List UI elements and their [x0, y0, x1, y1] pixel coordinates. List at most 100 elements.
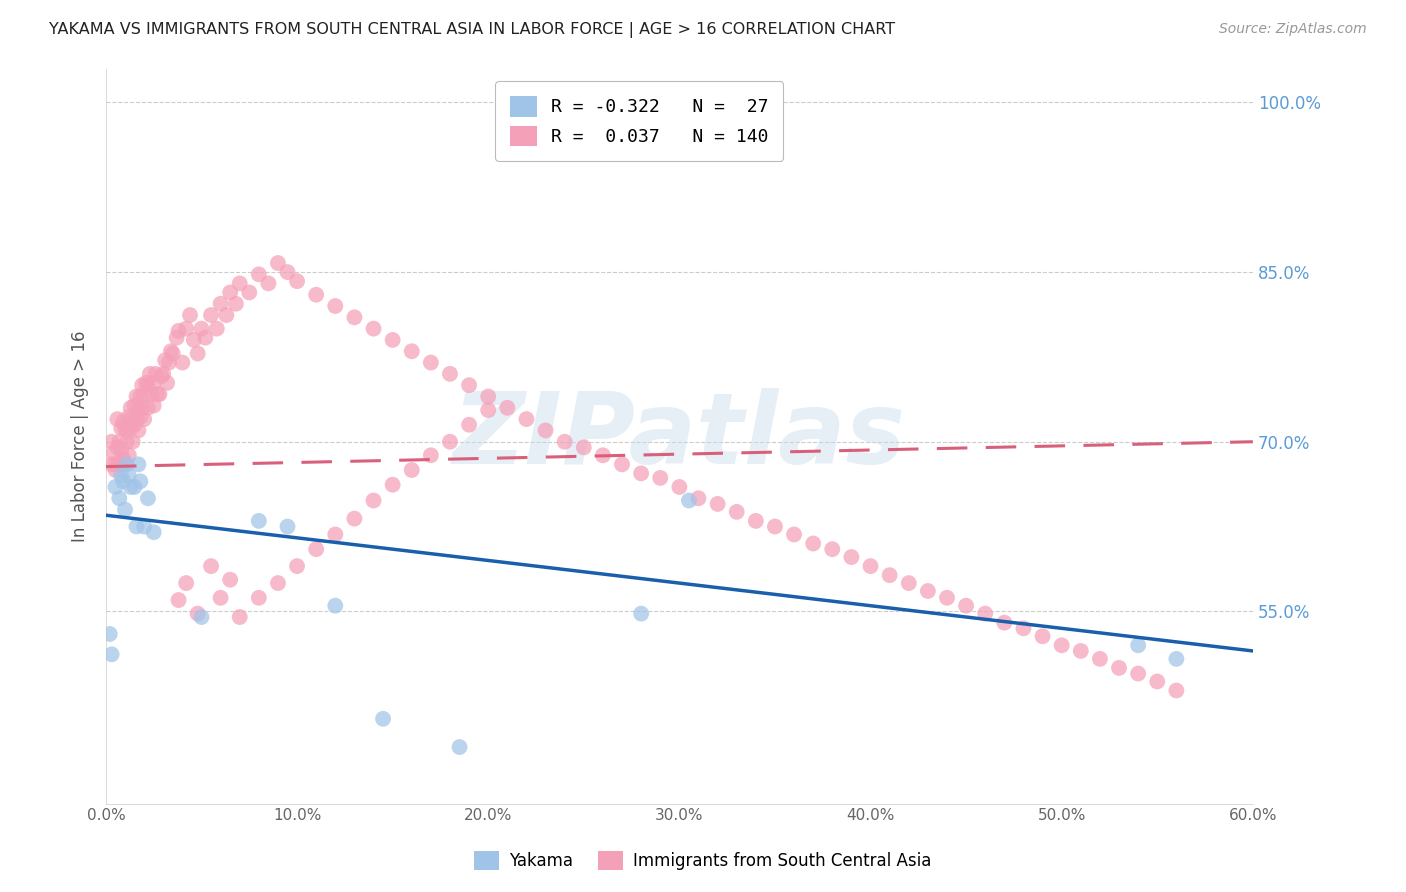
Point [936, 591, 959, 605]
Point [136, 401, 159, 415]
Point [419, 448, 441, 462]
Point [323, 527, 346, 541]
Point [179, 308, 201, 322]
Point [131, 378, 153, 392]
Point [610, 458, 633, 472]
Point [112, 451, 135, 466]
Point [127, 401, 149, 415]
Point [136, 491, 159, 506]
Point [114, 458, 136, 472]
Point [110, 421, 132, 435]
Point [125, 519, 148, 533]
Point [419, 355, 441, 369]
Point [152, 367, 174, 381]
Point [477, 389, 499, 403]
Point [108, 491, 131, 506]
Point [879, 568, 901, 582]
Point [205, 321, 228, 335]
Point [153, 353, 176, 368]
Point [955, 599, 977, 613]
Point [209, 297, 232, 311]
Y-axis label: In Labor Force | Age > 16: In Labor Force | Age > 16 [72, 330, 89, 541]
Point [108, 434, 131, 449]
Point [1088, 652, 1111, 666]
Point [381, 477, 404, 491]
Point [129, 389, 152, 403]
Point [136, 378, 159, 392]
Point [534, 424, 557, 438]
Point [371, 712, 394, 726]
Point [515, 412, 537, 426]
Point [129, 475, 152, 489]
Point [105, 412, 128, 426]
Point [458, 417, 481, 432]
Point [1108, 661, 1130, 675]
Point [112, 475, 135, 489]
Point [172, 355, 194, 369]
Point [167, 324, 190, 338]
Point [134, 412, 156, 426]
Legend: R = -0.322   N =  27, R =  0.037   N = 140: R = -0.322 N = 27, R = 0.037 N = 140 [495, 81, 783, 161]
Point [115, 434, 138, 449]
Point [572, 441, 595, 455]
Point [200, 559, 222, 574]
Point [124, 480, 146, 494]
Point [103, 446, 125, 460]
Point [108, 458, 131, 472]
Point [1070, 644, 1092, 658]
Point [141, 387, 163, 401]
Point [121, 412, 143, 426]
Point [993, 615, 1015, 630]
Point [134, 387, 156, 401]
Point [174, 321, 197, 335]
Point [247, 268, 270, 282]
Point [142, 399, 165, 413]
Point [1146, 674, 1168, 689]
Point [104, 458, 127, 472]
Point [267, 576, 290, 591]
Point [974, 607, 997, 621]
Point [401, 463, 423, 477]
Point [1126, 666, 1149, 681]
Point [127, 424, 149, 438]
Point [145, 367, 167, 381]
Point [678, 493, 700, 508]
Point [125, 412, 148, 426]
Point [592, 448, 614, 462]
Point [439, 434, 461, 449]
Point [323, 599, 346, 613]
Point [134, 519, 156, 533]
Point [120, 480, 142, 494]
Point [897, 576, 920, 591]
Point [118, 448, 141, 462]
Point [267, 256, 290, 270]
Text: ZIPatlas: ZIPatlas [453, 387, 905, 484]
Point [401, 344, 423, 359]
Point [162, 346, 184, 360]
Point [183, 333, 205, 347]
Point [190, 321, 212, 335]
Point [100, 458, 122, 472]
Point [1012, 621, 1035, 635]
Point [115, 424, 138, 438]
Point [219, 285, 242, 300]
Point [190, 610, 212, 624]
Point [142, 376, 165, 390]
Point [238, 285, 260, 300]
Point [477, 403, 499, 417]
Point [100, 434, 122, 449]
Point [917, 584, 939, 599]
Point [630, 607, 652, 621]
Point [104, 463, 127, 477]
Point [276, 265, 298, 279]
Point [139, 367, 162, 381]
Point [98, 627, 121, 641]
Point [148, 387, 170, 401]
Point [343, 310, 366, 325]
Point [801, 536, 824, 550]
Point [1050, 638, 1073, 652]
Point [200, 308, 222, 322]
Point [112, 414, 135, 428]
Point [118, 409, 141, 424]
Point [688, 491, 710, 506]
